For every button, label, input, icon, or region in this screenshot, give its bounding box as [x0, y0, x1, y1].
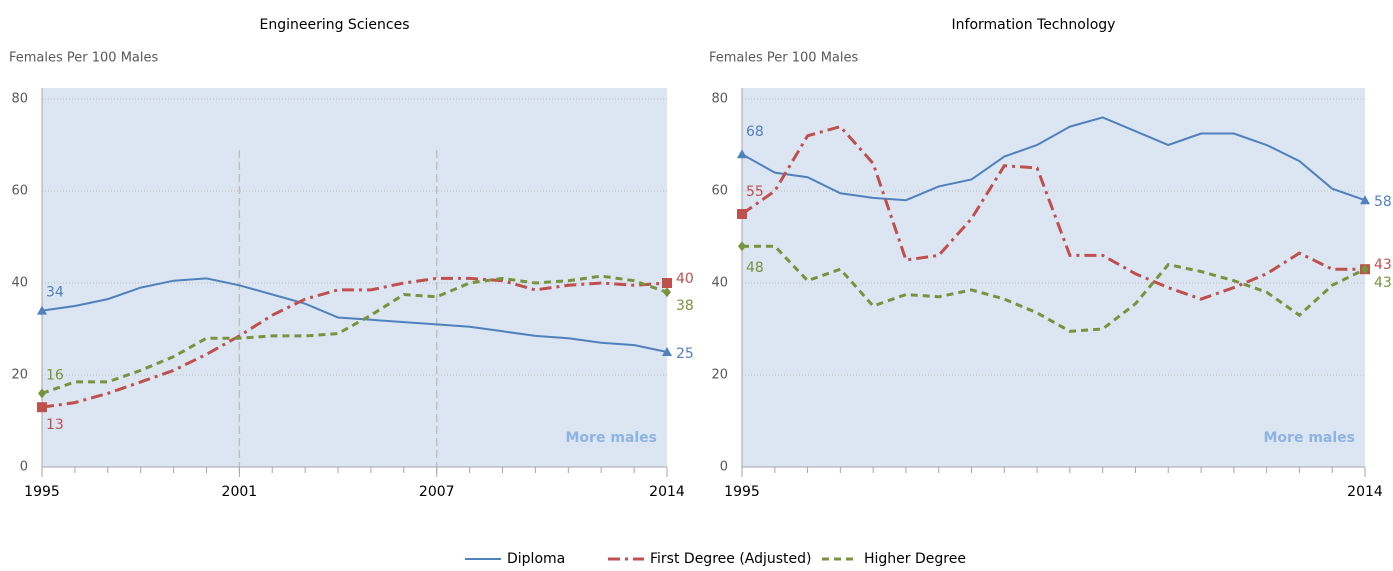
- end-marker: [737, 149, 747, 159]
- x-tick-label: 1995: [24, 484, 60, 500]
- value-label: 55: [746, 184, 764, 200]
- value-label: 25: [676, 346, 694, 362]
- value-label: 48: [746, 260, 764, 276]
- value-label: 43: [1374, 275, 1392, 291]
- x-tick-label: 2007: [419, 484, 455, 500]
- chart-title: Engineering Sciences: [259, 17, 409, 33]
- end-marker: [37, 305, 47, 315]
- chart-title: Information Technology: [952, 17, 1116, 33]
- legend-label: Diploma: [507, 551, 565, 567]
- x-tick-label: 1995: [724, 484, 760, 500]
- end-marker: [662, 278, 672, 288]
- x-tick-label: 2001: [222, 484, 258, 500]
- x-tick-label: 2014: [649, 484, 685, 500]
- data-line: [742, 244, 1366, 333]
- plot-area: [42, 88, 667, 467]
- data-line: [741, 116, 1366, 202]
- y-tick-label: 0: [20, 460, 28, 475]
- end-marker: [1361, 264, 1369, 275]
- annotation: More males: [1264, 430, 1356, 446]
- y-tick-label: 20: [11, 368, 28, 383]
- y-axis-label: Females Per 100 Males: [709, 51, 858, 66]
- value-label: 40: [676, 271, 694, 287]
- value-label: 38: [676, 298, 694, 314]
- end-marker: [662, 347, 672, 356]
- data-line: [41, 276, 668, 409]
- y-tick-label: 80: [11, 92, 28, 107]
- end-marker: [37, 402, 47, 413]
- end-marker: [663, 287, 671, 298]
- annotation: More males: [566, 430, 658, 446]
- end-marker: [738, 241, 746, 252]
- data-line: [41, 277, 668, 353]
- end-marker: [38, 388, 46, 399]
- value-label: 34: [46, 285, 64, 301]
- value-label: 43: [1374, 257, 1392, 273]
- y-axis-label: Females Per 100 Males: [9, 51, 158, 66]
- data-line: [41, 274, 668, 395]
- value-label: 58: [1374, 194, 1392, 210]
- y-tick-label: 80: [711, 92, 728, 107]
- plot-area: [742, 88, 1365, 467]
- legend-label: First Degree (Adjusted): [650, 551, 812, 567]
- y-tick-label: 40: [11, 276, 28, 291]
- y-tick-label: 60: [711, 184, 728, 199]
- x-tick-label: 2014: [1347, 484, 1383, 500]
- y-tick-label: 60: [11, 184, 28, 199]
- value-label: 68: [746, 124, 764, 140]
- value-label: 13: [46, 417, 64, 433]
- value-label: 16: [46, 367, 64, 383]
- y-tick-label: 20: [711, 368, 728, 383]
- legend-label: Higher Degree: [864, 551, 966, 567]
- end-marker: [737, 209, 747, 219]
- y-tick-label: 0: [720, 460, 728, 475]
- end-marker: [1360, 195, 1370, 205]
- y-tick-label: 40: [711, 276, 728, 291]
